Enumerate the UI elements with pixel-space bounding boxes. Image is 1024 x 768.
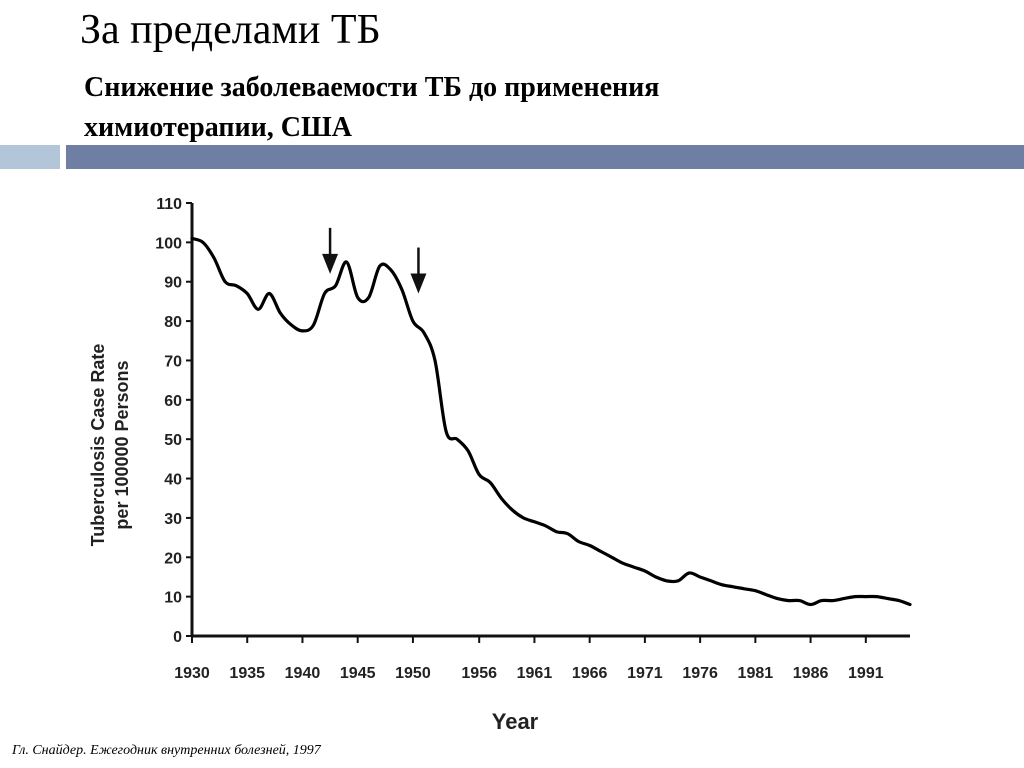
- y-tick-label: 40: [164, 472, 182, 489]
- x-tick-label: 1945: [340, 665, 376, 682]
- y-tick-label: 90: [164, 275, 182, 292]
- y-tick-label: 100: [155, 235, 182, 252]
- y-tick-label: 80: [164, 314, 182, 331]
- accent-bar-left: [0, 145, 60, 169]
- x-tick-label: 1966: [572, 665, 608, 682]
- x-tick-label: 1991: [848, 665, 884, 682]
- slide-title: За пределами ТБ: [80, 7, 381, 53]
- y-tick-label: 30: [164, 511, 182, 528]
- x-tick-label: 1956: [461, 665, 497, 682]
- x-axis-ticks: 1930 1935 1940 1945 1950 1956 1961 1966 1971 1976…: [174, 636, 884, 682]
- chart-axes: [190, 203, 910, 638]
- series-line-0: [190, 236, 912, 607]
- y-tick-label: 20: [164, 550, 182, 567]
- x-tick-label: 1961: [517, 665, 553, 682]
- source-footnote: Гл. Снайдер. Ежегодник внутренних болезн…: [12, 743, 321, 758]
- x-axis-label: Year: [492, 709, 539, 734]
- y-tick-label: 0: [173, 629, 182, 646]
- arrow-down-icon: [322, 253, 339, 274]
- x-tick-label: 1935: [229, 665, 265, 682]
- y-axis-label-line-1: Tuberculosis Case Rate: [88, 344, 108, 547]
- x-tick-label: 1981: [738, 665, 774, 682]
- arrow-down-icon: [410, 273, 427, 294]
- y-axis-label: Tuberculosis Case Rate per 100000 Person…: [88, 344, 132, 547]
- y-tick-label: 50: [164, 432, 182, 449]
- x-tick-label: 1986: [793, 665, 829, 682]
- x-tick-label: 1976: [682, 665, 718, 682]
- accent-bar-right: [66, 145, 1024, 169]
- x-tick-label: 1930: [174, 665, 210, 682]
- x-tick-label: 1950: [395, 665, 431, 682]
- chart-series: [190, 236, 912, 607]
- chart-annotations: [322, 227, 427, 294]
- y-axis-ticks: 0 10 20 30 40 50 60 70 80 90 100 110: [155, 196, 192, 646]
- x-tick-label: 1971: [627, 665, 663, 682]
- y-axis-label-line-2: per 100000 Persons: [112, 360, 132, 529]
- y-tick-label: 110: [156, 196, 182, 213]
- y-tick-label: 60: [164, 393, 182, 410]
- x-tick-label: 1940: [285, 665, 321, 682]
- y-tick-label: 10: [164, 590, 182, 607]
- slide-subtitle: Снижение заболеваемости ТБ до применения…: [84, 72, 660, 143]
- y-tick-label: 70: [164, 353, 182, 370]
